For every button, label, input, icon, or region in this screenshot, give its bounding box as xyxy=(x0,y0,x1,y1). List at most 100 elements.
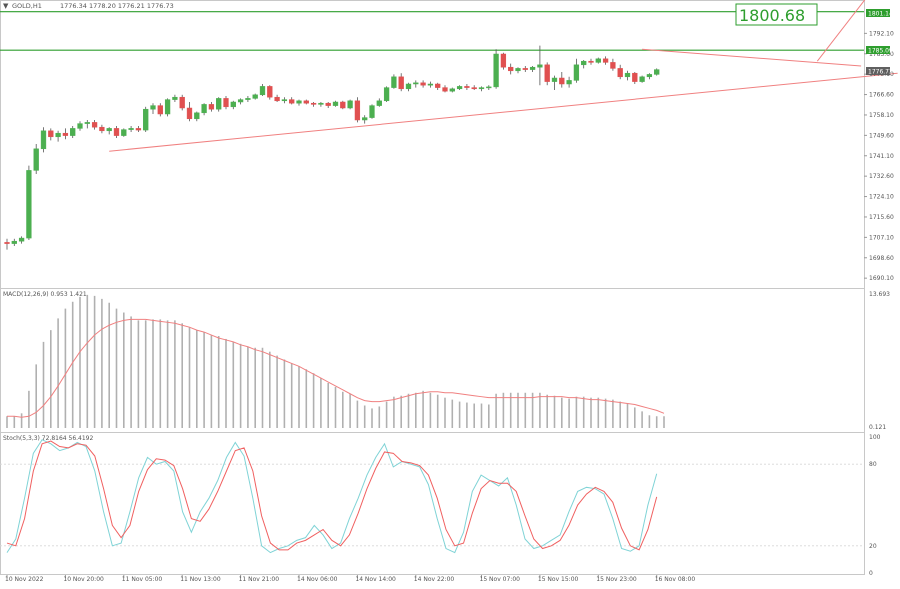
bear-candle-body xyxy=(610,62,616,69)
time-tick-label: 14 Nov 14:00 xyxy=(355,576,396,583)
macd-label: MACD(12,26,9) 0.953 1.421 xyxy=(3,291,87,298)
bull-candle-body xyxy=(230,101,236,108)
bull-candle-body xyxy=(55,132,61,138)
stoch-label: Stoch(5,3,3) 72.8164 56.4192 xyxy=(3,435,94,442)
bull-candle-body xyxy=(150,105,156,110)
price-tick-label: 1724.10 xyxy=(869,194,894,201)
bear-candle-body xyxy=(99,126,105,132)
bear-candle-body xyxy=(157,105,163,115)
bull-candle-body xyxy=(11,240,17,244)
current-price-tag-bg xyxy=(866,67,890,75)
time-tick-label: 10 Nov 2022 xyxy=(5,576,44,583)
bull-candle-body xyxy=(70,128,76,136)
bear-candle-body xyxy=(289,99,295,104)
bull-candle-body xyxy=(121,129,127,136)
bull-candle-body xyxy=(332,101,339,106)
bear-candle-body xyxy=(354,100,361,121)
bull-candle-body xyxy=(106,128,112,132)
macd-tick-label: 13.693 xyxy=(869,291,890,298)
bull-candle-body xyxy=(581,60,587,66)
macd-layer xyxy=(6,294,665,428)
stoch-tick-label: 0 xyxy=(869,570,873,577)
bull-candle-body xyxy=(245,98,251,100)
price-tick-label: 1707.10 xyxy=(869,234,894,241)
level-tag-mid-bg xyxy=(866,46,890,54)
time-tick-label: 14 Nov 06:00 xyxy=(297,576,338,583)
bear-candle-body xyxy=(340,101,346,109)
levels-layer xyxy=(0,11,864,51)
trendlines-layer xyxy=(109,0,898,152)
price-tick-label: 1758.10 xyxy=(869,112,894,119)
bull-candle-body xyxy=(84,122,90,124)
bull-candle-body xyxy=(318,102,324,105)
bear-candle-body xyxy=(274,96,280,102)
time-tick-label: 15 Nov 15:00 xyxy=(538,576,579,583)
bull-candle-body xyxy=(26,170,32,239)
bull-candle-body xyxy=(143,108,149,131)
bull-candle-body xyxy=(128,128,134,130)
stoch-tick-label: 100 xyxy=(869,434,881,441)
bear-candle-body xyxy=(310,102,317,105)
bear-candle-body xyxy=(559,77,565,85)
bull-candle-body xyxy=(40,130,47,150)
candles-layer xyxy=(4,45,660,250)
bull-candle-body xyxy=(164,99,171,115)
bull-candle-body xyxy=(259,86,266,96)
bull-candle-body xyxy=(362,117,368,121)
time-tick-label: 14 Nov 22:00 xyxy=(414,576,455,583)
bull-candle-body xyxy=(551,77,558,82)
bear-candle-body xyxy=(522,68,528,70)
bull-candle-body xyxy=(646,74,653,78)
bull-candle-body xyxy=(237,99,244,103)
bear-candle-body xyxy=(508,66,514,72)
bull-candle-body xyxy=(478,87,485,90)
bear-candle-body xyxy=(186,107,193,120)
bull-candle-body xyxy=(456,86,463,90)
bear-candle-body xyxy=(4,242,10,244)
price-marker-box xyxy=(735,3,818,26)
bull-candle-body xyxy=(427,83,434,86)
level-tag-top-bg xyxy=(866,9,890,17)
bull-candle-body xyxy=(493,53,499,88)
bear-candle-body xyxy=(398,76,404,90)
bull-candle-body xyxy=(347,100,353,109)
bear-candle-body xyxy=(632,72,638,82)
stoch-signal-line xyxy=(6,440,658,551)
bull-candle-body xyxy=(405,83,412,90)
grid-layer xyxy=(0,463,864,547)
price-tick-label: 1783.60 xyxy=(869,51,894,58)
price-marker-text: 1800.68 xyxy=(739,6,805,25)
time-tick-label: 11 Nov 13:00 xyxy=(180,576,221,583)
bull-candle-body xyxy=(595,58,601,63)
time-tick-label: 15 Nov 07:00 xyxy=(480,576,521,583)
axis-layer: 1792.101783.601775.101766.601758.101749.… xyxy=(5,30,894,583)
bull-candle-body xyxy=(18,237,25,242)
trendline xyxy=(109,72,898,152)
time-tick-label: 16 Nov 08:00 xyxy=(655,576,696,583)
bear-candle-body xyxy=(617,68,623,78)
symbol-label: GOLD,H1 xyxy=(12,2,42,10)
dropdown-arrow-icon[interactable]: ▼ xyxy=(3,2,9,10)
level-tag-mid: 1785.09 xyxy=(868,48,893,55)
bull-candle-body xyxy=(172,96,178,100)
bull-candle-body xyxy=(449,88,455,92)
price-tick-label: 1792.10 xyxy=(869,30,894,37)
stoch-tick-label: 20 xyxy=(869,543,877,550)
bull-candle-body xyxy=(296,100,302,104)
bear-candle-body xyxy=(500,53,507,68)
bull-candle-body xyxy=(624,72,631,78)
bear-candle-body xyxy=(91,122,98,128)
bull-candle-body xyxy=(391,76,397,88)
price-tick-label: 1732.60 xyxy=(869,173,894,180)
bull-candle-body xyxy=(573,64,580,81)
price-tick-label: 1698.60 xyxy=(869,255,894,262)
bull-candle-body xyxy=(383,87,390,102)
bull-candle-body xyxy=(515,68,521,72)
bear-candle-body xyxy=(442,87,448,92)
bear-candle-body xyxy=(471,87,477,90)
time-tick-label: 15 Nov 23:00 xyxy=(596,576,637,583)
stoch-pane-frame xyxy=(0,432,865,575)
bull-candle-body xyxy=(376,100,382,106)
